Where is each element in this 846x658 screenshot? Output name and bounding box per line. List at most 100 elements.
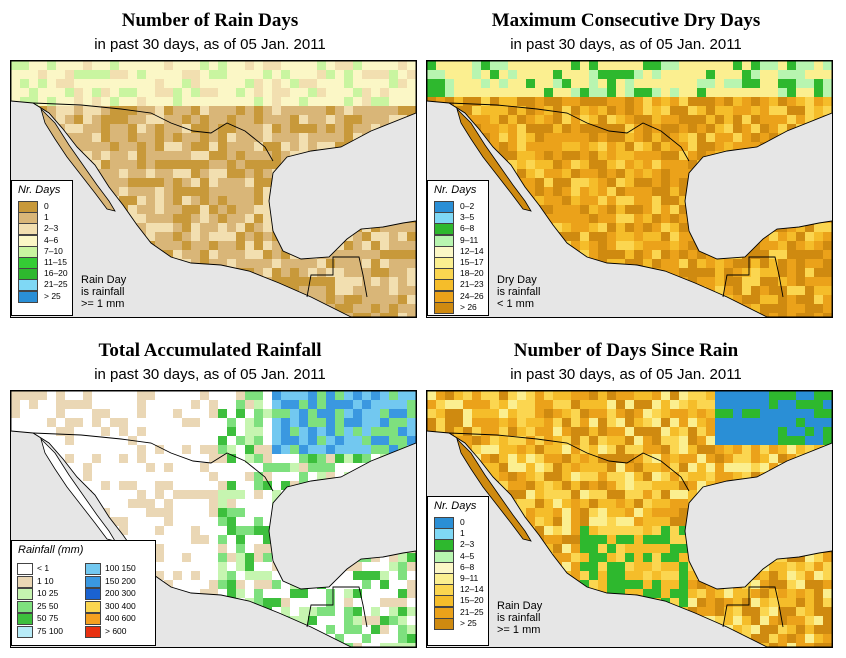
- legend-swatch: [18, 223, 38, 236]
- panel-rain-days: Number of Rain Days in past 30 days, as …: [0, 0, 420, 325]
- note-line: is rainfall: [497, 286, 541, 298]
- legend-label: > 25: [460, 617, 477, 628]
- legend-label: 0–2: [460, 201, 475, 211]
- note-line: Rain Day: [497, 600, 543, 612]
- legend-label: 21–25: [460, 606, 484, 617]
- dry-day-note: Dry Day is rainfall < 1 mm: [497, 274, 540, 310]
- legend-swatch: [434, 517, 454, 529]
- legend-swatch: [85, 625, 101, 638]
- note-line: Dry Day: [497, 274, 537, 286]
- legend-swatch: [85, 563, 101, 575]
- legend-label: < 1: [37, 563, 50, 573]
- panel-title: Total Accumulated Rainfall: [98, 340, 322, 361]
- legend-swatch: [434, 268, 454, 281]
- baja-peninsula: [456, 107, 532, 212]
- legend-header: Nr. Days: [434, 184, 477, 196]
- legend-swatch: [18, 268, 38, 281]
- legend-label: 7–10: [44, 245, 63, 256]
- legend-swatch: [434, 301, 454, 314]
- legend-swatch: [17, 625, 33, 638]
- legend-swatch: [17, 600, 33, 613]
- note-line: Rain Day: [81, 274, 127, 286]
- legend-label: 1: [44, 212, 49, 223]
- legend-swatch: [85, 613, 101, 625]
- dry-days-map: [426, 60, 833, 318]
- us-mexico-border: [32, 102, 274, 162]
- legend-swatch: [18, 234, 38, 247]
- central-america-border: [722, 256, 784, 298]
- legend-label: 4–6: [44, 234, 59, 245]
- coastline: [11, 61, 416, 317]
- central-america-border: [306, 586, 368, 628]
- central-america-border: [306, 256, 368, 298]
- legend-label: 0: [44, 201, 49, 211]
- coastline: [11, 391, 416, 647]
- legend-swatch: [18, 201, 38, 213]
- legend-label: 200 300: [105, 588, 136, 598]
- legend-swatch: [434, 234, 454, 247]
- legend-label: 15–20: [460, 595, 484, 606]
- legend-label: 1 10: [37, 575, 54, 586]
- legend-label: 12–14: [460, 245, 484, 256]
- legend-swatch: [434, 606, 454, 619]
- legend-swatch: [434, 561, 454, 574]
- us-mexico-border: [32, 432, 274, 492]
- legend-swatch: [85, 575, 101, 588]
- legend-swatch: [434, 290, 454, 303]
- panel-title: Maximum Consecutive Dry Days: [491, 10, 761, 31]
- legend-label: 400 600: [105, 613, 136, 623]
- legend-header: Nr. Days: [434, 500, 477, 512]
- legend-swatch: [434, 223, 454, 236]
- legend-swatch: [85, 588, 101, 600]
- legend-label: 150 200: [105, 575, 136, 586]
- legend-swatch: [17, 563, 33, 575]
- legend-label: > 25: [44, 290, 61, 301]
- coastline: [427, 61, 832, 317]
- us-mexico-border: [448, 432, 690, 492]
- days-since-rain-legend: Nr. Days 0 1 2–3 4–5 6–8 9–11 12–14 15–20 21–25 >…: [427, 496, 489, 646]
- note-line: is rainfall: [81, 286, 125, 298]
- legend-swatch: [434, 245, 454, 258]
- legend-swatch: [18, 245, 38, 258]
- legend-label: > 600: [105, 625, 127, 636]
- legend-label: 10 25: [37, 588, 59, 598]
- panel-subtitle: in past 30 days, as of 05 Jan. 2011: [510, 36, 742, 53]
- legend-label: 24–26: [460, 290, 484, 301]
- legend-label: 6–8: [460, 223, 475, 234]
- rain-days-legend: Nr. Days 0 1 2–3 4–6 7–10 11–15 16–20 21–25 > 25: [11, 180, 73, 316]
- rain-day-note: Rain Day is rainfall >= 1 mm: [497, 600, 542, 636]
- legend-swatch: [434, 539, 454, 552]
- rain-day-note: Rain Day is rainfall >= 1 mm: [81, 274, 126, 310]
- legend-swatch: [434, 573, 454, 585]
- legend-swatch: [434, 212, 454, 225]
- panel-max-dry-days: Maximum Consecutive Dry Days in past 30 …: [416, 0, 836, 325]
- note-line: < 1 mm: [497, 298, 534, 310]
- legend-swatch: [17, 613, 33, 625]
- legend-label: 300 400: [105, 600, 136, 611]
- legend-swatch: [18, 290, 38, 303]
- legend-label: 100 150: [105, 563, 136, 573]
- legend-label: 9–11: [460, 573, 479, 583]
- baja-peninsula: [456, 437, 532, 542]
- legend-label: > 26: [460, 301, 477, 312]
- legend-label: 21–25: [44, 279, 68, 290]
- legend-label: 21–23: [460, 279, 484, 290]
- legend-swatch: [434, 528, 454, 541]
- legend-swatch: [434, 595, 454, 608]
- panel-subtitle: in past 30 days, as of 05 Jan. 2011: [94, 366, 326, 383]
- panel-days-since-rain: Number of Days Since Rain in past 30 day…: [416, 330, 836, 655]
- legend-label: 6–8: [460, 561, 475, 572]
- legend-label: 50 75: [37, 613, 59, 623]
- legend-label: 25 50: [37, 600, 59, 611]
- legend-label: 16–20: [44, 268, 68, 279]
- legend-swatch: [434, 617, 454, 630]
- legend-label: 11–15: [44, 257, 68, 267]
- rainfall-legend: Rainfall (mm) < 1 1 10 10 25 25 50 50 75 75 1…: [11, 540, 156, 646]
- legend-swatch: [17, 588, 33, 600]
- legend-label: 0: [460, 517, 465, 527]
- note-line: is rainfall: [497, 612, 541, 624]
- legend-label: 18–20: [460, 268, 484, 279]
- rainfall-map: [10, 390, 417, 648]
- legend-label: 12–14: [460, 584, 484, 595]
- legend-label: 1: [460, 528, 465, 539]
